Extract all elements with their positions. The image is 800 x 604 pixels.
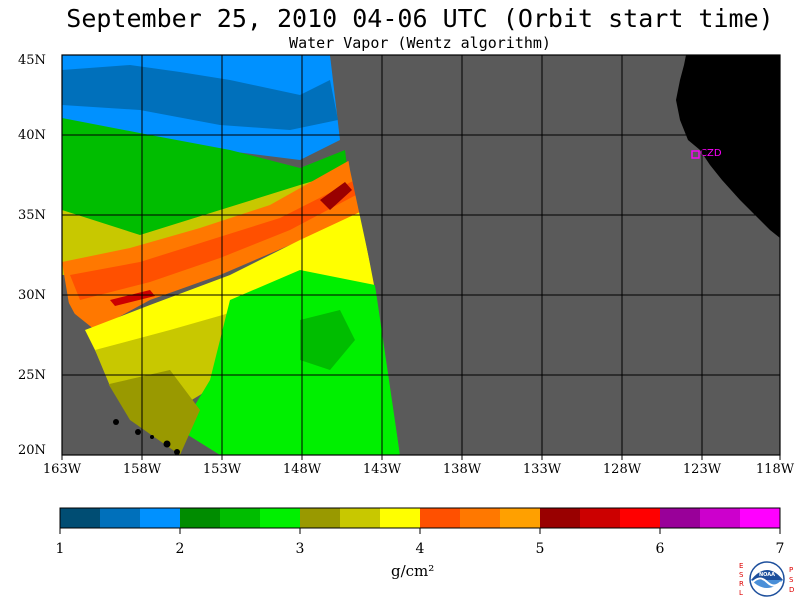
lon-label-123w: 123W bbox=[682, 462, 722, 477]
colorbar-swatch bbox=[660, 508, 701, 528]
colorbar-tick-5: 5 bbox=[535, 541, 545, 557]
lat-label-45n: 45N bbox=[18, 53, 46, 68]
swath-band-red-streak bbox=[110, 290, 155, 306]
colorbar-swatch bbox=[460, 508, 501, 528]
colorbar-swatch bbox=[220, 508, 261, 528]
colorbar-swatch bbox=[140, 508, 181, 528]
swath-band-maroon-streak bbox=[320, 182, 352, 210]
swath-band-green-south bbox=[180, 270, 400, 455]
lon-label-128w: 128W bbox=[602, 462, 642, 477]
colorbar-tick-1: 1 bbox=[55, 541, 65, 557]
swath-band-green-dark-patch bbox=[300, 310, 355, 370]
colorbar-swatch bbox=[380, 508, 421, 528]
svg-text:S: S bbox=[789, 576, 794, 584]
colorbar-swatch bbox=[620, 508, 661, 528]
colorbar-swatch bbox=[540, 508, 581, 528]
colorbar-swatch bbox=[580, 508, 621, 528]
lat-label-40n: 40N bbox=[18, 128, 46, 143]
svg-text:D: D bbox=[789, 586, 794, 594]
map-grid bbox=[62, 55, 780, 455]
hawaii-islands bbox=[113, 419, 180, 455]
colorbar-swatch bbox=[100, 508, 141, 528]
map-subtitle: Water Vapor (Wentz algorithm) bbox=[289, 34, 551, 52]
lon-label-143w: 143W bbox=[362, 462, 402, 477]
svg-text:NOAA: NOAA bbox=[759, 572, 775, 578]
colorbar-tick-4: 4 bbox=[415, 541, 425, 557]
colorbar-swatch bbox=[740, 508, 781, 528]
map-title: September 25, 2010 04-06 UTC (Orbit star… bbox=[66, 4, 774, 33]
lon-label-158w: 158W bbox=[122, 462, 162, 477]
lat-label-35n: 35N bbox=[18, 208, 46, 223]
lon-label-153w: 153W bbox=[202, 462, 242, 477]
lat-label-25n: 25N bbox=[18, 368, 46, 383]
colorbar-tick-7: 7 bbox=[775, 541, 785, 557]
station-czd-label: CZD bbox=[700, 148, 722, 159]
svg-text:S: S bbox=[739, 571, 744, 579]
station-czd-marker bbox=[691, 150, 700, 159]
lon-label-118w: 118W bbox=[755, 462, 795, 477]
colorbar-swatch bbox=[420, 508, 461, 528]
lon-label-138w: 138W bbox=[442, 462, 482, 477]
colorbar-swatch bbox=[180, 508, 221, 528]
colorbar-swatch bbox=[500, 508, 541, 528]
svg-text:L: L bbox=[739, 589, 743, 597]
colorbar-swatch bbox=[700, 508, 741, 528]
lon-label-163w: 163W bbox=[42, 462, 82, 477]
colorbar-swatch bbox=[340, 508, 381, 528]
lat-label-20n: 20N bbox=[18, 443, 46, 458]
noaa-esrl-psd-logo: E S R L NOAA P S D bbox=[736, 560, 798, 600]
lon-label-148w: 148W bbox=[282, 462, 322, 477]
lon-label-133w: 133W bbox=[522, 462, 562, 477]
swath-band-blue-core bbox=[62, 65, 338, 130]
map-frame bbox=[61, 54, 781, 456]
colorbar bbox=[59, 507, 781, 534]
colorbar-units: g/cm² bbox=[391, 562, 435, 580]
lat-label-30n: 30N bbox=[18, 288, 46, 303]
colorbar-swatch bbox=[260, 508, 301, 528]
colorbar-tick-6: 6 bbox=[655, 541, 665, 557]
svg-text:R: R bbox=[739, 580, 744, 588]
colorbar-swatch bbox=[300, 508, 341, 528]
no-data-mask bbox=[62, 55, 780, 455]
svg-text:P: P bbox=[789, 566, 793, 574]
svg-text:E: E bbox=[739, 562, 743, 570]
colorbar-tick-2: 2 bbox=[175, 541, 185, 557]
swath-band-green-north bbox=[62, 118, 350, 255]
colorbar-swatch bbox=[60, 508, 101, 528]
colorbar-tick-3: 3 bbox=[295, 541, 305, 557]
